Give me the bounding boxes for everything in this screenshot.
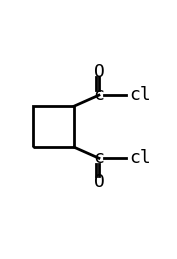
Text: cl: cl: [129, 149, 151, 167]
Text: O: O: [93, 63, 104, 81]
Text: cl: cl: [129, 86, 151, 104]
Text: O: O: [93, 172, 104, 191]
Text: c: c: [93, 149, 104, 167]
Text: c: c: [93, 86, 104, 104]
